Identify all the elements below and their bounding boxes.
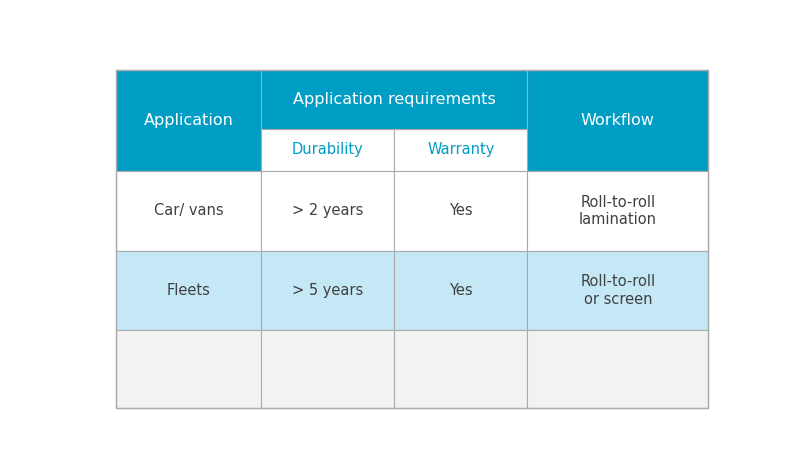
Bar: [116, 251, 261, 330]
Bar: [116, 70, 261, 171]
Bar: [261, 70, 527, 129]
Bar: [261, 330, 393, 408]
Text: > 2 years: > 2 years: [291, 203, 363, 219]
Text: Workflow: Workflow: [580, 113, 654, 128]
Bar: [527, 330, 707, 408]
Text: Application requirements: Application requirements: [292, 92, 495, 106]
Bar: [261, 129, 393, 171]
Bar: [527, 70, 707, 171]
Text: Application: Application: [144, 113, 233, 128]
Bar: [261, 251, 393, 330]
Bar: [393, 330, 527, 408]
Bar: [116, 171, 261, 251]
Bar: [261, 171, 393, 251]
Bar: [116, 330, 261, 408]
Bar: [393, 129, 527, 171]
Bar: [527, 251, 707, 330]
Text: Warranty: Warranty: [426, 142, 494, 158]
Text: Car/ vans: Car/ vans: [153, 203, 223, 219]
Text: Fleets: Fleets: [166, 283, 210, 298]
Text: Durability: Durability: [291, 142, 363, 158]
Bar: [393, 171, 527, 251]
Bar: [527, 171, 707, 251]
Text: Yes: Yes: [449, 283, 472, 298]
Bar: [393, 251, 527, 330]
Text: > 5 years: > 5 years: [291, 283, 363, 298]
Text: Yes: Yes: [449, 203, 472, 219]
Text: Roll-to-roll
lamination: Roll-to-roll lamination: [578, 195, 656, 227]
Text: Roll-to-roll
or screen: Roll-to-roll or screen: [580, 274, 654, 307]
